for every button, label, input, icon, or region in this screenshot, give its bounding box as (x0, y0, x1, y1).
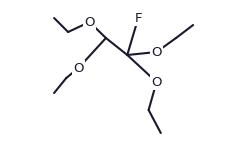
Text: O: O (84, 15, 95, 28)
Text: O: O (73, 61, 84, 75)
Text: O: O (151, 75, 162, 88)
Text: O: O (151, 45, 162, 58)
Text: F: F (135, 12, 142, 24)
